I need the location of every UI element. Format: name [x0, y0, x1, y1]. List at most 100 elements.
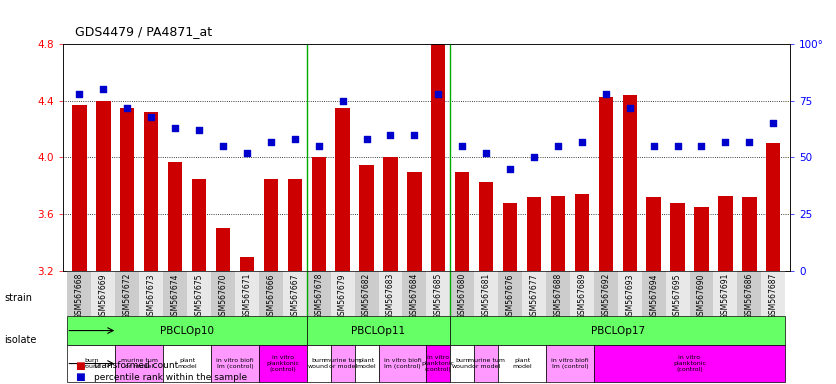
- Bar: [187, 271, 211, 316]
- Bar: [426, 345, 451, 382]
- Text: GSM567689: GSM567689: [578, 273, 586, 319]
- Bar: [354, 271, 379, 316]
- Bar: [402, 271, 426, 316]
- Bar: [283, 271, 307, 316]
- Text: GSM567674: GSM567674: [171, 273, 180, 319]
- Point: [742, 139, 756, 145]
- Text: GSM567667: GSM567667: [290, 273, 299, 319]
- Bar: [68, 316, 307, 345]
- Point: [431, 91, 445, 97]
- Point: [145, 114, 158, 120]
- Bar: [718, 196, 732, 271]
- Bar: [594, 345, 785, 382]
- Text: in vitro biofi
lm (control): in vitro biofi lm (control): [217, 358, 254, 369]
- Text: PBCLOp11: PBCLOp11: [351, 326, 405, 336]
- Bar: [331, 345, 354, 382]
- Point: [623, 104, 636, 111]
- Text: in vitro
planktonic
(control): in vitro planktonic (control): [673, 355, 706, 372]
- Bar: [216, 228, 230, 271]
- Text: GSM567694: GSM567694: [649, 273, 658, 319]
- Text: burn
wound: burn wound: [308, 358, 329, 369]
- Bar: [498, 271, 522, 316]
- Bar: [594, 271, 618, 316]
- Bar: [690, 271, 713, 316]
- Point: [480, 150, 493, 156]
- Bar: [354, 345, 379, 382]
- Text: ■: ■: [75, 361, 85, 371]
- Text: GSM567671: GSM567671: [242, 273, 252, 319]
- Point: [359, 136, 373, 142]
- Bar: [479, 182, 493, 271]
- Text: PBCLOp10: PBCLOp10: [161, 326, 214, 336]
- Point: [264, 139, 278, 145]
- Bar: [115, 271, 140, 316]
- Text: GSM567683: GSM567683: [386, 273, 395, 319]
- Bar: [163, 345, 211, 382]
- Text: murine tum
or model: murine tum or model: [120, 358, 158, 369]
- Bar: [546, 271, 570, 316]
- Point: [670, 143, 684, 149]
- Point: [97, 86, 110, 93]
- Text: burn
wound: burn wound: [81, 358, 102, 369]
- Text: GSM567693: GSM567693: [625, 273, 635, 319]
- Text: GSM567691: GSM567691: [721, 273, 730, 319]
- Bar: [551, 196, 565, 271]
- Text: GSM567692: GSM567692: [601, 273, 610, 319]
- Bar: [263, 179, 278, 271]
- Text: GSM567686: GSM567686: [745, 273, 754, 319]
- Bar: [115, 345, 163, 382]
- Bar: [522, 271, 546, 316]
- Bar: [426, 271, 451, 316]
- Text: GSM567677: GSM567677: [529, 273, 538, 319]
- Text: GSM567695: GSM567695: [673, 273, 682, 319]
- Bar: [68, 271, 91, 316]
- Bar: [762, 271, 785, 316]
- Text: plant
model: plant model: [177, 358, 197, 369]
- Bar: [163, 271, 187, 316]
- Point: [551, 143, 564, 149]
- Bar: [312, 157, 326, 271]
- Bar: [642, 271, 665, 316]
- Bar: [618, 271, 642, 316]
- Bar: [235, 271, 259, 316]
- Bar: [307, 271, 331, 316]
- Bar: [307, 345, 331, 382]
- Bar: [288, 179, 302, 271]
- Bar: [670, 203, 685, 271]
- Point: [767, 121, 780, 127]
- Text: GSM567690: GSM567690: [697, 273, 706, 319]
- Bar: [72, 105, 87, 271]
- Point: [288, 136, 302, 142]
- Bar: [140, 271, 163, 316]
- Bar: [646, 197, 660, 271]
- Text: GSM567673: GSM567673: [147, 273, 155, 319]
- Text: GSM567670: GSM567670: [218, 273, 227, 319]
- Bar: [211, 271, 235, 316]
- Text: GSM567672: GSM567672: [123, 273, 132, 319]
- Bar: [474, 271, 498, 316]
- Text: plant
model: plant model: [357, 358, 376, 369]
- Point: [456, 143, 469, 149]
- Bar: [695, 207, 709, 271]
- Point: [336, 98, 349, 104]
- Text: GSM567680: GSM567680: [458, 273, 466, 319]
- Text: GSM567688: GSM567688: [553, 273, 563, 319]
- Point: [240, 150, 253, 156]
- Text: in vitro biofi
lm (control): in vitro biofi lm (control): [384, 358, 421, 369]
- Bar: [259, 345, 307, 382]
- Bar: [474, 345, 498, 382]
- Bar: [91, 271, 115, 316]
- Text: strain: strain: [4, 293, 32, 303]
- Point: [647, 143, 660, 149]
- Bar: [546, 345, 594, 382]
- Point: [528, 154, 541, 161]
- Bar: [498, 345, 546, 382]
- Text: GSM567681: GSM567681: [482, 273, 491, 319]
- Bar: [451, 271, 474, 316]
- Bar: [144, 112, 158, 271]
- Bar: [383, 157, 398, 271]
- Bar: [766, 143, 781, 271]
- Text: GSM567684: GSM567684: [410, 273, 419, 319]
- Text: in vitro biofi
lm (control): in vitro biofi lm (control): [551, 358, 589, 369]
- Text: transformed count: transformed count: [94, 361, 178, 370]
